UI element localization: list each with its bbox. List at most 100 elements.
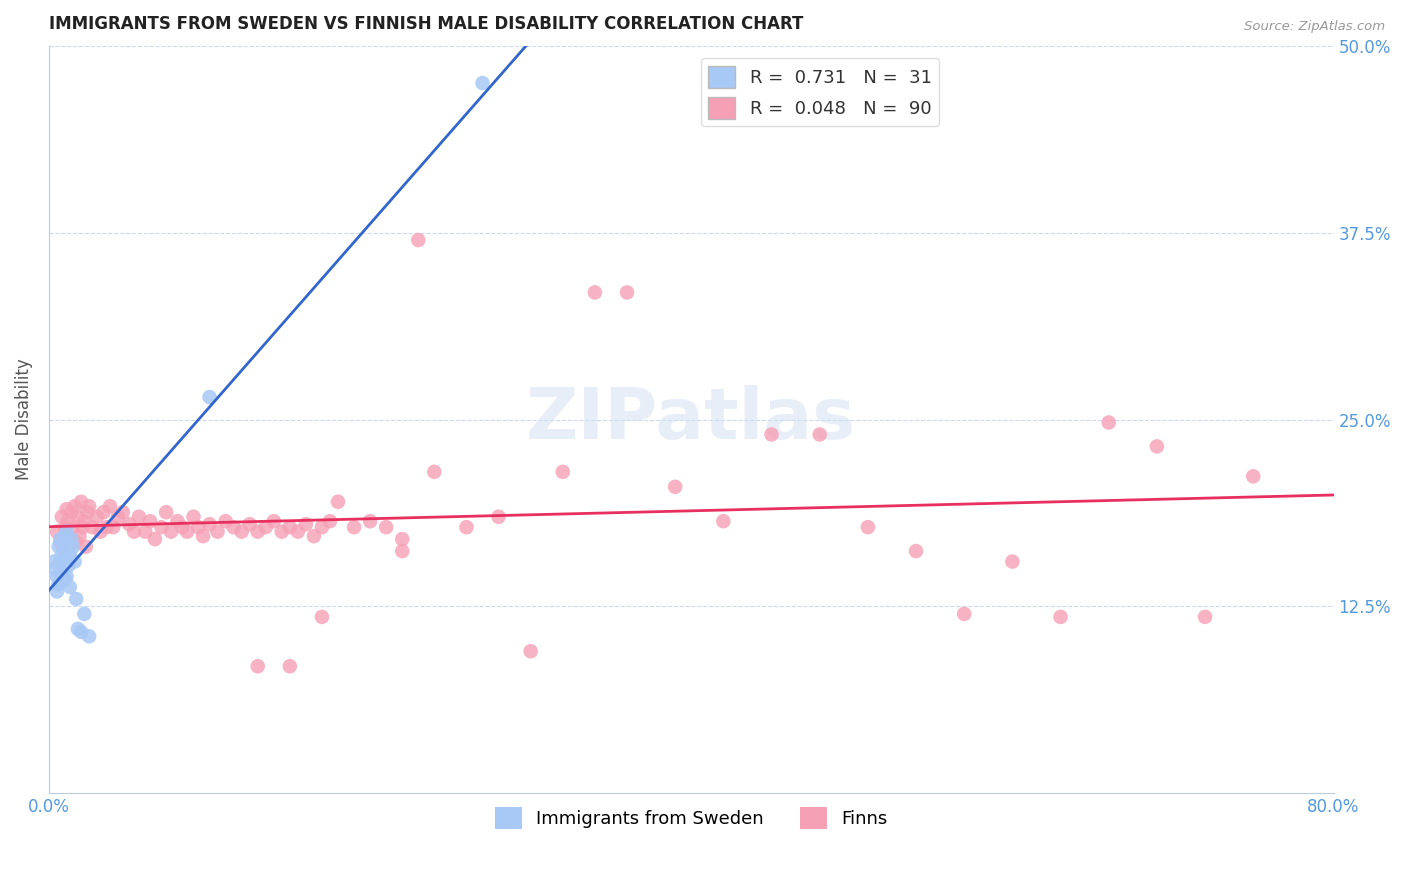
Point [51,565,73,579]
Point [160,524,183,539]
Point [69,529,91,543]
Point [58,514,80,528]
Point [406,233,429,247]
Point [77,500,100,514]
Point [295,517,318,532]
Point [423,465,446,479]
Point [66,509,89,524]
Point [139,514,162,528]
Point [187,520,209,534]
Point [488,509,510,524]
Point [73,514,96,528]
Point [263,514,285,528]
Point [326,495,349,509]
Point [239,517,262,532]
Point [46,524,69,539]
Point [191,529,214,543]
Point [519,644,541,658]
Point [711,514,734,528]
Point [82,520,104,534]
Point [287,524,309,539]
Point [134,524,156,539]
Point [311,520,333,534]
Point [59,580,82,594]
Point [128,509,150,524]
Point [52,540,75,554]
Point [93,505,115,519]
Point [60,532,83,546]
Point [664,480,686,494]
Point [49,532,72,546]
Point [51,509,73,524]
Point [53,573,76,587]
Point [70,495,93,509]
Point [319,514,342,528]
Point [59,547,82,561]
Point [1049,610,1071,624]
Point [359,514,381,528]
Point [343,520,366,534]
Point [66,622,89,636]
Point [55,569,77,583]
Point [118,517,141,532]
Point [246,659,269,673]
Text: ZIPatlas: ZIPatlas [526,385,856,454]
Point [1194,610,1216,624]
Point [53,529,76,543]
Point [143,532,166,546]
Point [198,390,221,404]
Point [48,540,70,554]
Point [62,520,84,534]
Text: Source: ZipAtlas.com: Source: ZipAtlas.com [1244,20,1385,33]
Point [73,607,96,621]
Point [471,76,494,90]
Point [60,505,83,519]
Point [166,514,188,528]
Point [55,502,77,516]
Point [176,524,198,539]
Point [75,540,97,554]
Point [183,509,205,524]
Point [70,624,93,639]
Point [808,427,831,442]
Point [456,520,478,534]
Point [1146,439,1168,453]
Point [59,532,82,546]
Point [905,544,928,558]
Point [231,524,253,539]
Point [254,520,277,534]
Point [391,544,413,558]
Point [72,520,94,534]
Point [77,629,100,643]
Point [65,591,87,606]
Point [207,524,229,539]
Point [98,500,121,514]
Y-axis label: Male Disability: Male Disability [15,359,32,481]
Point [49,555,72,569]
Point [270,524,292,539]
Point [96,520,118,534]
Point [122,524,145,539]
Point [246,524,269,539]
Point [55,524,77,539]
Point [46,569,69,583]
Point [89,524,111,539]
Point [58,540,80,554]
Point [53,544,76,558]
Point [150,520,173,534]
Point [302,529,325,543]
Point [52,550,75,565]
Point [107,509,129,524]
Point [76,505,98,519]
Point [311,610,333,624]
Point [616,285,638,300]
Point [44,562,66,576]
Point [51,547,73,561]
Point [583,285,606,300]
Point [222,520,245,534]
Point [1098,416,1121,430]
Point [391,532,413,546]
Point [198,517,221,532]
Point [1001,555,1024,569]
Point [63,555,86,569]
